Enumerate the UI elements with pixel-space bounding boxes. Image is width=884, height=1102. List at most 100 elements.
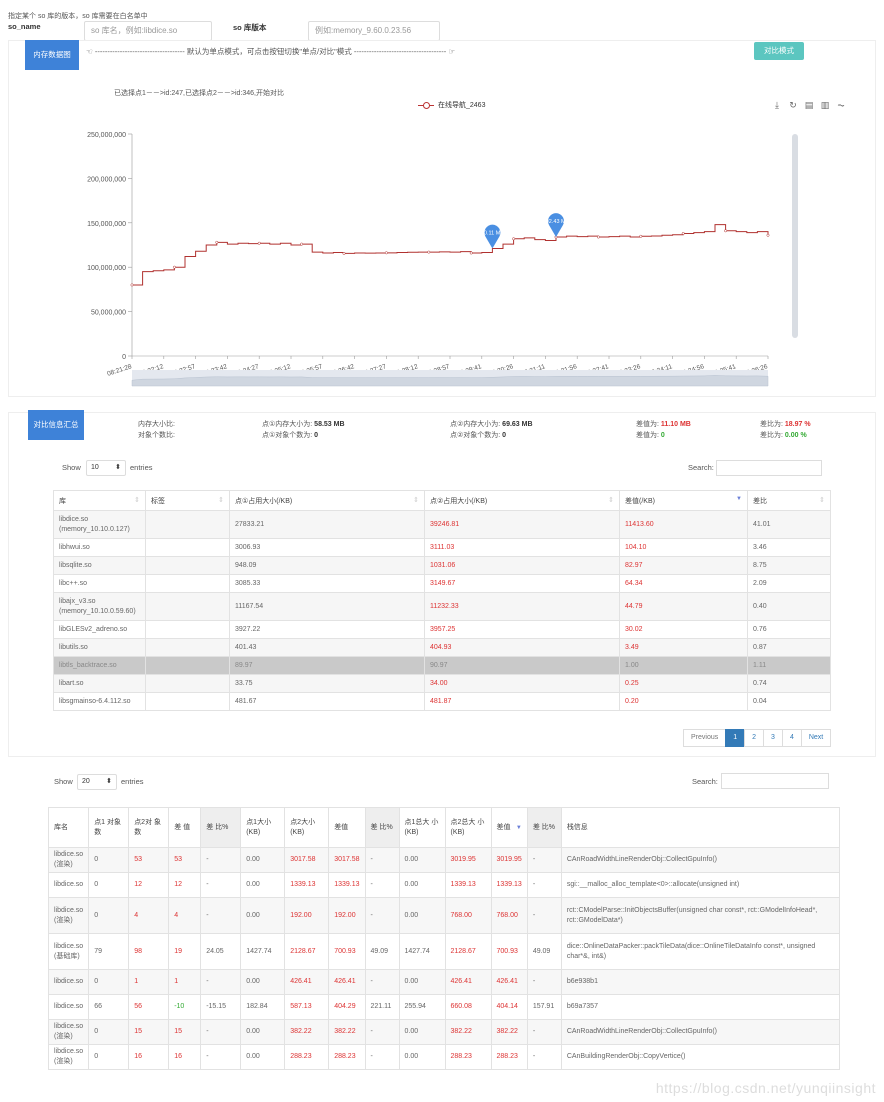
- detail-cell: -10: [168, 994, 202, 1020]
- detail-cell: 1339.13: [284, 872, 330, 898]
- table-cell: 0.25: [619, 674, 748, 693]
- entries-label: entries: [130, 463, 153, 472]
- table-cell: [145, 656, 230, 675]
- detail-cell: 288.23: [284, 1044, 330, 1070]
- detail-col[interactable]: 栈信息: [560, 807, 841, 848]
- table-row[interactable]: libGLESv2_adreno.so 3927.22 3957.25 30.02 0.…: [53, 620, 831, 639]
- col-ratio[interactable]: 差比: [747, 490, 831, 511]
- detail-cell: -: [200, 1044, 242, 1070]
- download-icon[interactable]: ⤓: [775, 100, 779, 110]
- detail-cell: 1339.13: [490, 872, 528, 898]
- detail-col[interactable]: 点1大小 (KB): [240, 807, 286, 848]
- y-tick-label: 0: [122, 354, 126, 361]
- detail-cell: 192.00: [328, 897, 366, 934]
- detail-cell: libdice.so: [47, 872, 90, 898]
- table-row[interactable]: libhwui.so 3006.93 3111.03 104.10 3.46: [53, 538, 831, 557]
- so-version-input[interactable]: 例如:memory_9.60.0.23.56: [308, 21, 440, 41]
- detail-page-size-select[interactable]: 20 ⬍: [77, 774, 117, 790]
- table-cell: 41.01: [747, 510, 831, 539]
- detail-col[interactable]: 点2对 象数: [128, 807, 170, 848]
- table-row[interactable]: libc++.so 3085.33 3149.67 64.34 2.09: [53, 574, 831, 593]
- bar-chart-icon[interactable]: ▥: [820, 100, 830, 110]
- table-cell: libtls_backtrace.so: [53, 656, 146, 675]
- detail-row[interactable]: libdice.so (基础库) 79 98 19 24.05 1427.74 2128.6…: [47, 933, 841, 970]
- table-cell: libsqlite.so: [53, 556, 146, 575]
- pager-previous[interactable]: Previous: [683, 729, 727, 747]
- pager-page-2[interactable]: 2: [744, 729, 765, 747]
- mem-ratio-label: 内存大小比:: [138, 421, 175, 428]
- detail-col[interactable]: 点2总大 小(KB): [444, 807, 492, 848]
- detail-cell: 0.00: [398, 969, 446, 995]
- table-cell: 948.09: [229, 556, 425, 575]
- detail-cell: 49.09: [526, 933, 562, 970]
- detail-col[interactable]: 差 比%: [526, 807, 562, 848]
- detail-search-input[interactable]: [721, 773, 829, 789]
- data-point: [681, 232, 685, 235]
- col-p1-size[interactable]: 点①占用大小(/KB): [229, 490, 425, 511]
- detail-cell: 426.41: [444, 969, 492, 995]
- detail-col[interactable]: 点1 对象 数: [88, 807, 130, 848]
- detail-col[interactable]: 差 值: [168, 807, 202, 848]
- table-row[interactable]: libajx_v3.so (memory_10.10.0.59.60) 11167…: [53, 592, 831, 621]
- col-p2-size[interactable]: 点②占用大小(/KB): [424, 490, 620, 511]
- table-cell: libsgmainso-6.4.112.so: [53, 692, 146, 711]
- pointer-right-icon: ☞: [448, 47, 456, 56]
- page-size-select[interactable]: 10 ⬍: [86, 460, 126, 476]
- table-row[interactable]: libdice.so (memory_10.10.0.127) 27833.21 3…: [53, 510, 831, 539]
- detail-cell: -: [526, 1019, 562, 1045]
- detail-table: 库名 点1 对象 数点2对 象数差 值差 比% 点1大小 (KB) 点2大小 (KB)…: [47, 807, 841, 1070]
- pager-page-3[interactable]: 3: [763, 729, 783, 747]
- table-cell: 0.76: [747, 620, 831, 639]
- detail-col[interactable]: 差 比%: [364, 807, 400, 848]
- series-line: [132, 224, 769, 286]
- table-row[interactable]: libsqlite.so 948.09 1031.06 82.97 8.75: [53, 556, 831, 575]
- table-row[interactable]: libtls_backtrace.so 89.97 90.97 1.00 1.11: [53, 656, 831, 675]
- detail-row[interactable]: libdice.so (渲染) 0 15 15-0.00 382.22 382.22-0.…: [47, 1019, 841, 1045]
- compare-mode-button[interactable]: 对比模式: [754, 42, 804, 60]
- detail-row[interactable]: libdice.so (渲染) 0 53 53-0.00 3017.58 3017.58-…: [47, 847, 841, 873]
- detail-cell: 426.41: [284, 969, 330, 995]
- refresh-icon[interactable]: ↻: [789, 100, 797, 110]
- line-chart-icon[interactable]: ⏦: [837, 100, 845, 110]
- mode-hint-text: 默认为单点模式，可点击按钮切换"单点/对比"模式: [186, 47, 352, 56]
- pager-page-1[interactable]: 1: [725, 729, 746, 747]
- col-diff[interactable]: 差值(/KB): [619, 490, 748, 511]
- table-row[interactable]: libutils.so 401.43 404.93 3.49 0.87: [53, 638, 831, 657]
- detail-row[interactable]: libdice.so (渲染) 0 4 4-0.00 192.00 192.00-0.00…: [47, 897, 841, 934]
- detail-cell: 66: [88, 994, 130, 1020]
- detail-col[interactable]: 差值: [490, 807, 528, 848]
- dash-line: -------------------------------------: [353, 47, 447, 56]
- detail-row[interactable]: libdice.so 0 1 1-0.00 426.41 426.41-0.00 426.4…: [47, 969, 841, 995]
- detail-row[interactable]: libdice.so 66 56 -10 -15.15 182.84 587.13 404.2…: [47, 994, 841, 1020]
- pager-page-4[interactable]: 4: [781, 729, 802, 747]
- table-cell: 0.20: [619, 692, 748, 711]
- memory-line-chart[interactable]: 0 50,000,000 100,000,000 150,000,000 200,000…: [80, 120, 800, 390]
- data-point: [724, 229, 728, 233]
- detail-col[interactable]: 差值: [328, 807, 366, 848]
- detail-cell: 0: [88, 1019, 130, 1045]
- detail-col[interactable]: 点2大小 (KB): [284, 807, 330, 848]
- compare-summary-tab[interactable]: 对比信息汇总: [28, 410, 84, 440]
- chart-scrollbar[interactable]: [792, 134, 798, 338]
- chart-legend[interactable]: 在线导航_2463: [418, 100, 485, 110]
- so-name-input[interactable]: so 库名，例如:libdice.so: [84, 21, 212, 41]
- table-cell: 34.00: [424, 674, 620, 693]
- memory-chart-tab[interactable]: 内存数据图: [25, 40, 79, 70]
- col-tag[interactable]: 标签: [145, 490, 230, 511]
- detail-cell: libdice.so: [47, 994, 90, 1020]
- detail-cell: 0.00: [240, 847, 286, 873]
- detail-cell: 221.11: [364, 994, 400, 1020]
- table-row[interactable]: libart.so 33.75 34.00 0.25 0.74: [53, 674, 831, 693]
- search-input[interactable]: [716, 460, 822, 476]
- detail-row[interactable]: libdice.so 0 12 12-0.00 1339.13 1339.13-0.00 1…: [47, 872, 841, 898]
- detail-cell: 768.00: [490, 897, 528, 934]
- table-row[interactable]: libsgmainso-6.4.112.so 481.67 481.87 0.20 0.…: [53, 692, 831, 711]
- data-point: [469, 251, 473, 255]
- detail-col[interactable]: 差 比%: [200, 807, 242, 848]
- col-lib[interactable]: 库: [53, 490, 146, 511]
- detail-row[interactable]: libdice.so (渲染) 0 16 16-0.00 288.23 288.23-0.…: [47, 1044, 841, 1070]
- data-view-icon[interactable]: ▤: [804, 100, 814, 110]
- detail-col[interactable]: 库名: [47, 807, 90, 848]
- detail-col[interactable]: 点1总大 小(KB): [398, 807, 446, 848]
- pager-next[interactable]: Next: [800, 729, 832, 747]
